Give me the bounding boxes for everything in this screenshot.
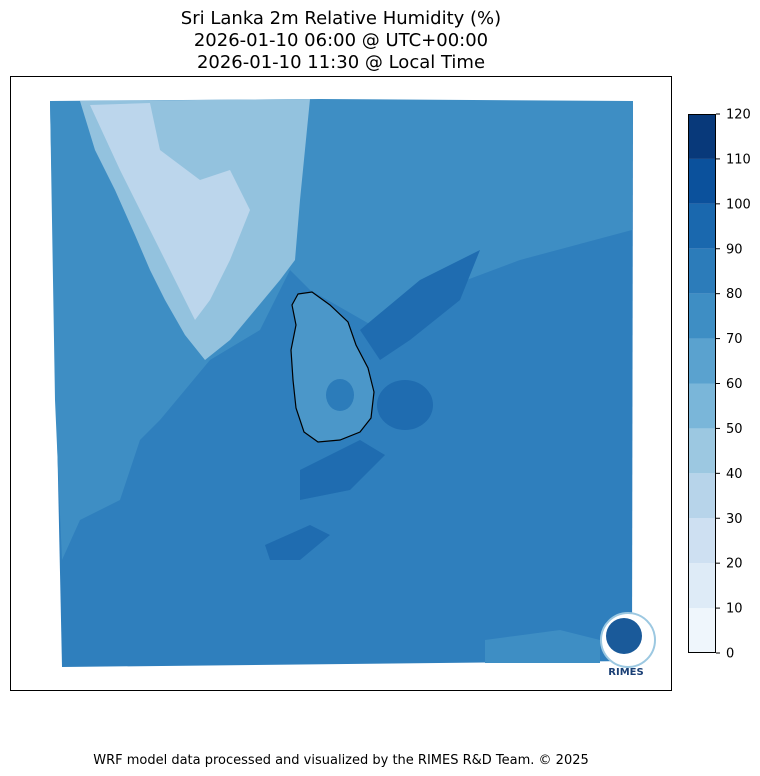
colorbar-segment (688, 158, 716, 204)
title-line: Sri Lanka 2m Relative Humidity (%) (181, 8, 501, 29)
colorbar-tick-label: 60 (726, 377, 743, 392)
humidity-region (360, 250, 480, 360)
humidity-region (326, 379, 354, 411)
land-region (90, 103, 250, 320)
colorbar-frame (688, 114, 716, 653)
colorbar-tick-label: 0 (726, 647, 734, 662)
colorbar-segment (688, 608, 716, 653)
logo-globe (606, 618, 642, 654)
colorbar-segment (688, 383, 716, 429)
logo: RIMES (600, 612, 656, 678)
colorbar-segment (688, 428, 716, 474)
colorbar: 0 10 20 30 40 50 60 70 80 90 100 110 120 (688, 108, 751, 662)
humidity-region (300, 440, 385, 500)
colorbar-tick-label: 50 (726, 422, 743, 437)
colorbar-segment (688, 293, 716, 339)
colorbar-tick-label: 90 (726, 242, 743, 257)
humidity-region (485, 630, 600, 663)
humidity-region (377, 380, 433, 430)
humidity-region (265, 525, 330, 560)
footer: WRF model data processed and visualized … (93, 753, 589, 768)
colorbar-segment (688, 518, 716, 564)
colorbar-tick-label: 20 (726, 557, 743, 572)
logo-text: RIMES (608, 667, 643, 678)
colorbar-segment (688, 248, 716, 294)
colorbar-tick-label: 10 (726, 602, 743, 617)
colorbar-tick-label: 100 (726, 197, 751, 212)
colorbar-tick-label: 70 (726, 332, 743, 347)
colorbar-tick-label: 120 (726, 108, 751, 123)
sri-lanka-outline (290, 291, 375, 443)
title-line: 2026-01-10 11:30 @ Local Time (197, 52, 485, 73)
map (50, 99, 633, 667)
colorbar-segment (688, 473, 716, 519)
colorbar-segment (688, 114, 716, 159)
colorbar-segment (688, 203, 716, 249)
colorbar-tick-label: 40 (726, 467, 743, 482)
colorbar-segment (688, 338, 716, 384)
colorbar-tick-label: 80 (726, 287, 743, 302)
colorbar-tick-label: 30 (726, 512, 743, 527)
colorbar-segment (688, 563, 716, 609)
colorbar-tick-label: 110 (726, 152, 751, 167)
title-line: 2026-01-10 06:00 @ UTC+00:00 (194, 30, 488, 51)
